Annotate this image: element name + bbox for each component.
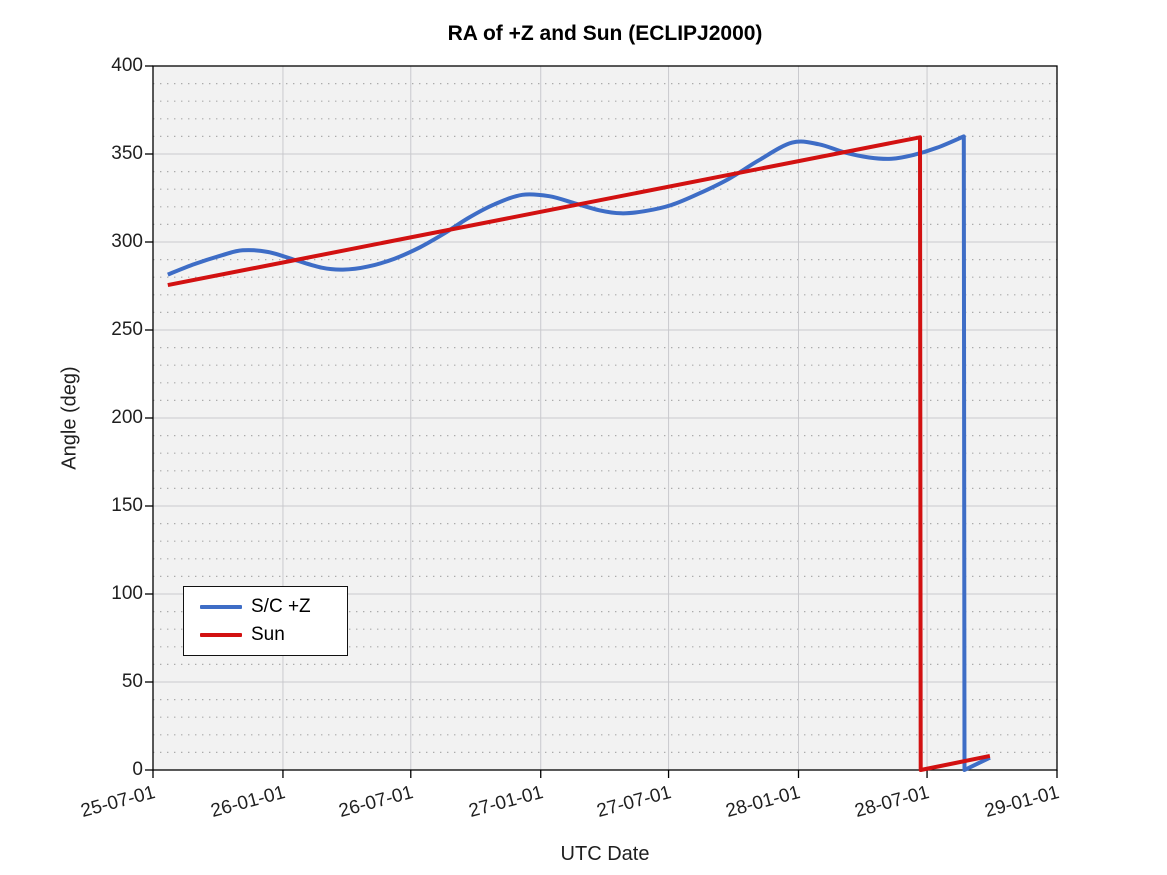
legend-line-swatch-sc-z — [200, 605, 242, 609]
y-tick-label: 400 — [111, 55, 143, 76]
y-tick-label: 200 — [111, 407, 143, 428]
y-tick-label: 0 — [132, 759, 143, 780]
y-tick-label: 350 — [111, 143, 143, 164]
y-tick-label: 150 — [111, 495, 143, 516]
legend-line-swatch-sun — [200, 633, 242, 637]
y-tick-label: 250 — [111, 319, 143, 340]
sun-series-line — [167, 135, 991, 772]
y-tick-label: 50 — [121, 671, 143, 692]
y-tick-label: 300 — [111, 231, 143, 252]
chart-title: RA of +Z and Sun (ECLIPJ2000) — [447, 22, 763, 45]
legend-entry-sun: Sun — [184, 625, 347, 645]
y-tick-label: 100 — [111, 583, 143, 604]
legend-label-sun: Sun — [251, 624, 285, 645]
legend: S/C +Z Sun — [183, 586, 348, 656]
x-axis-label: UTC Date — [560, 843, 650, 865]
legend-label-sc-z: S/C +Z — [251, 596, 311, 617]
legend-entry-sc-z: S/C +Z — [184, 597, 347, 617]
